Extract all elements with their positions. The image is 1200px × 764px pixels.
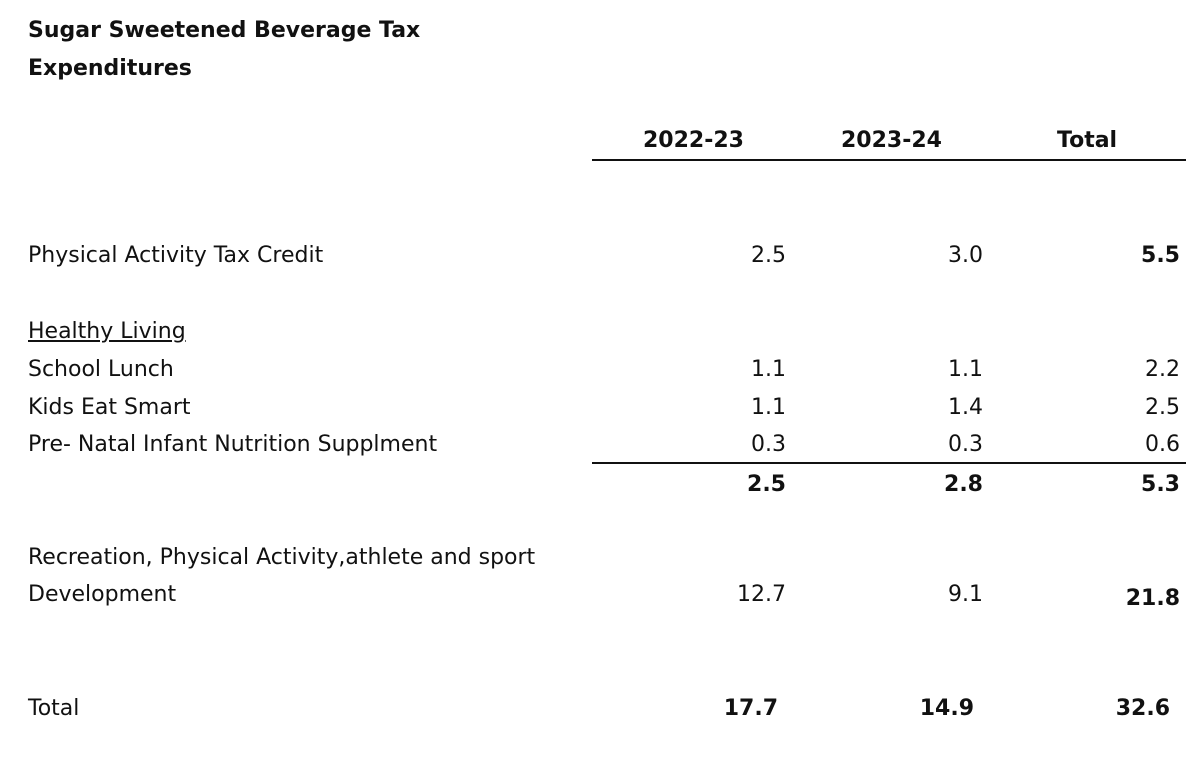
cell-prenatal-total: 0.6: [1145, 432, 1180, 457]
cell-kids-eat-smart-2022-23: 1.1: [751, 395, 786, 420]
cell-grand-total-total: 32.6: [1115, 696, 1170, 721]
cell-healthy-subtotal-total: 5.3: [1141, 472, 1180, 497]
row-label-grand-total: Total: [28, 696, 80, 721]
doc-title-line1: Sugar Sweetened Beverage Tax: [28, 18, 421, 43]
subtotal-rule: [592, 462, 1186, 464]
column-header-total: Total: [1057, 128, 1118, 153]
cell-grand-total-2023-24: 14.9: [919, 696, 974, 721]
row-label-prenatal-nutrition: Pre- Natal Infant Nutrition Supplment: [28, 432, 438, 457]
cell-school-lunch-2022-23: 1.1: [751, 357, 786, 382]
row-label-kids-eat-smart: Kids Eat Smart: [28, 395, 191, 420]
row-label-recreation-line1: Recreation, Physical Activity,athlete an…: [28, 545, 536, 570]
section-heading-healthy-living: Healthy Living: [28, 319, 186, 344]
cell-school-lunch-2023-24: 1.1: [948, 357, 983, 382]
cell-kids-eat-smart-total: 2.5: [1145, 395, 1180, 420]
cell-physical-activity-total: 5.5: [1141, 243, 1180, 268]
cell-physical-activity-2022-23: 2.5: [751, 243, 786, 268]
row-label-school-lunch: School Lunch: [28, 357, 174, 382]
column-header-2023-24: 2023-24: [841, 128, 942, 153]
cell-recreation-2023-24: 9.1: [948, 582, 983, 607]
cell-healthy-subtotal-2022-23: 2.5: [747, 472, 786, 497]
row-label-physical-activity: Physical Activity Tax Credit: [28, 243, 324, 268]
cell-prenatal-2023-24: 0.3: [948, 432, 983, 457]
cell-kids-eat-smart-2023-24: 1.4: [948, 395, 983, 420]
cell-healthy-subtotal-2023-24: 2.8: [944, 472, 983, 497]
doc-title-line2: Expenditures: [28, 56, 192, 81]
cell-prenatal-2022-23: 0.3: [751, 432, 786, 457]
column-header-2022-23: 2022-23: [643, 128, 744, 153]
cell-recreation-2022-23: 12.7: [737, 582, 786, 607]
cell-physical-activity-2023-24: 3.0: [948, 243, 983, 268]
cell-grand-total-2022-23: 17.7: [723, 696, 778, 721]
row-label-recreation-line2: Development: [28, 582, 177, 607]
header-underline: [592, 159, 1186, 161]
cell-school-lunch-total: 2.2: [1145, 357, 1180, 382]
cell-recreation-total: 21.8: [1125, 586, 1180, 611]
